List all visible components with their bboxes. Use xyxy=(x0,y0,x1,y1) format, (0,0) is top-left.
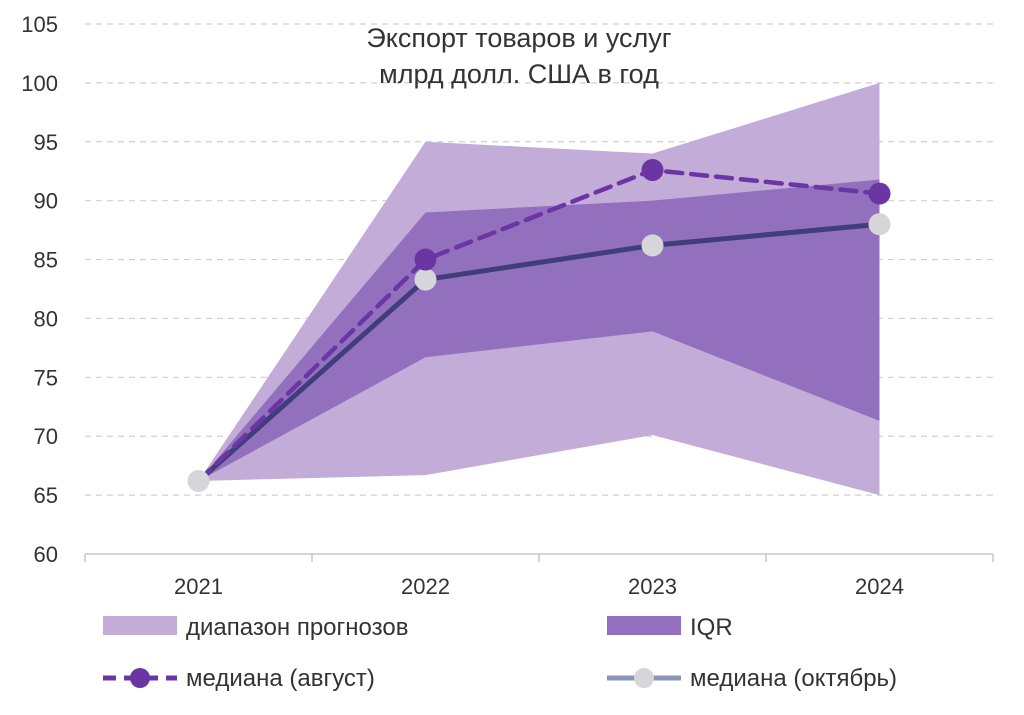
y-tick-label: 95 xyxy=(34,130,58,155)
legend-marker-median-october xyxy=(634,668,654,688)
y-tick-label: 65 xyxy=(34,483,58,508)
legend-label-iqr: IQR xyxy=(690,614,733,641)
legend-swatch-iqr xyxy=(607,616,681,635)
legend: диапазон прогнозов IQR медиана (август) … xyxy=(103,614,897,692)
median-lines xyxy=(196,167,882,484)
y-tick-label: 90 xyxy=(34,189,58,214)
y-tick-label: 60 xyxy=(34,542,58,567)
median-october-point xyxy=(414,268,437,291)
y-tick-label: 70 xyxy=(34,424,58,449)
median-october-point xyxy=(187,469,210,492)
median-markers xyxy=(187,159,891,492)
legend-marker-median-august xyxy=(130,668,150,688)
x-tick-label: 2021 xyxy=(174,574,223,599)
median-october-line xyxy=(196,221,882,484)
x-tick-label: 2023 xyxy=(628,574,677,599)
y-tick-label: 100 xyxy=(21,71,58,96)
iqr-band xyxy=(198,179,880,481)
y-tick-label: 85 xyxy=(34,248,58,273)
chart-title-line-2: млрд долл. США в год xyxy=(379,59,659,89)
y-tick-label: 80 xyxy=(34,306,58,331)
x-tick-label: 2022 xyxy=(401,574,450,599)
chart-title-line-1: Экспорт товаров и услуг xyxy=(366,23,671,53)
median-august-point xyxy=(641,159,664,182)
x-axis xyxy=(84,553,994,562)
y-axis-ticks: 60 65 70 75 80 85 90 95 100 105 xyxy=(21,12,58,567)
median-august-point xyxy=(868,182,891,205)
legend-label-median-october: медиана (октябрь) xyxy=(690,665,897,692)
median-october-point xyxy=(868,213,891,236)
median-august-point xyxy=(414,248,437,271)
legend-swatch-range xyxy=(103,616,177,635)
forecast-bands xyxy=(198,82,880,496)
y-tick-label: 105 xyxy=(21,12,58,37)
median-october-point xyxy=(641,234,664,257)
legend-label-median-august: медиана (август) xyxy=(186,665,375,692)
y-tick-label: 75 xyxy=(34,365,58,390)
median-august-line xyxy=(196,167,882,484)
x-tick-label: 2024 xyxy=(855,574,904,599)
legend-label-range: диапазон прогнозов xyxy=(186,614,408,641)
chart-title: Экспорт товаров и услуг млрд долл. США в… xyxy=(366,23,671,89)
x-axis-ticks: 2021 2022 2023 2024 xyxy=(174,574,904,599)
